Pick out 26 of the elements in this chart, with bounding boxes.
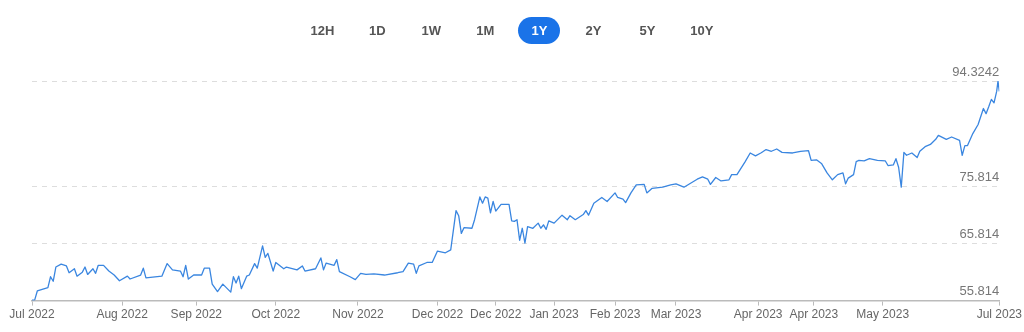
- x-tick-label: Nov 2022: [332, 307, 384, 322]
- y-tick-label: 55.814: [959, 283, 1000, 299]
- text: 10Y: [689, 22, 715, 40]
- x-tick-label: Feb 2023: [589, 307, 641, 322]
- text: 12H: [309, 22, 336, 40]
- y-tick-label: 94.3242: [952, 63, 1000, 79]
- x-tick-label: Jan 2023: [529, 307, 580, 322]
- text: 1D: [368, 22, 387, 40]
- x-tick-label: Oct 2022: [251, 307, 301, 322]
- x-tick-label: Aug 2022: [96, 307, 149, 322]
- x-tick-label: Jul 2022: [9, 307, 56, 322]
- x-tick-label: Mar 2023: [650, 307, 702, 322]
- text: 5Y: [638, 22, 657, 40]
- x-tick-label: Sep 2022: [170, 307, 223, 322]
- x-tick-label: Apr 2023: [733, 307, 783, 322]
- x-tick-label: Dec 2022: [470, 307, 522, 322]
- text: 1W: [420, 22, 443, 40]
- x-tick-label: Apr 2023: [789, 307, 839, 322]
- y-tick-label: 75.814: [959, 169, 1000, 185]
- x-tick-label: May 2023: [856, 307, 910, 322]
- text: 1M: [475, 22, 496, 40]
- x-tick-label: Jul 2023: [976, 307, 1023, 322]
- x-tick-label: Dec 2022: [411, 307, 464, 322]
- y-tick-label: 65.814: [959, 226, 1000, 242]
- text: 1Y: [518, 17, 561, 44]
- text: 2Y: [584, 22, 603, 40]
